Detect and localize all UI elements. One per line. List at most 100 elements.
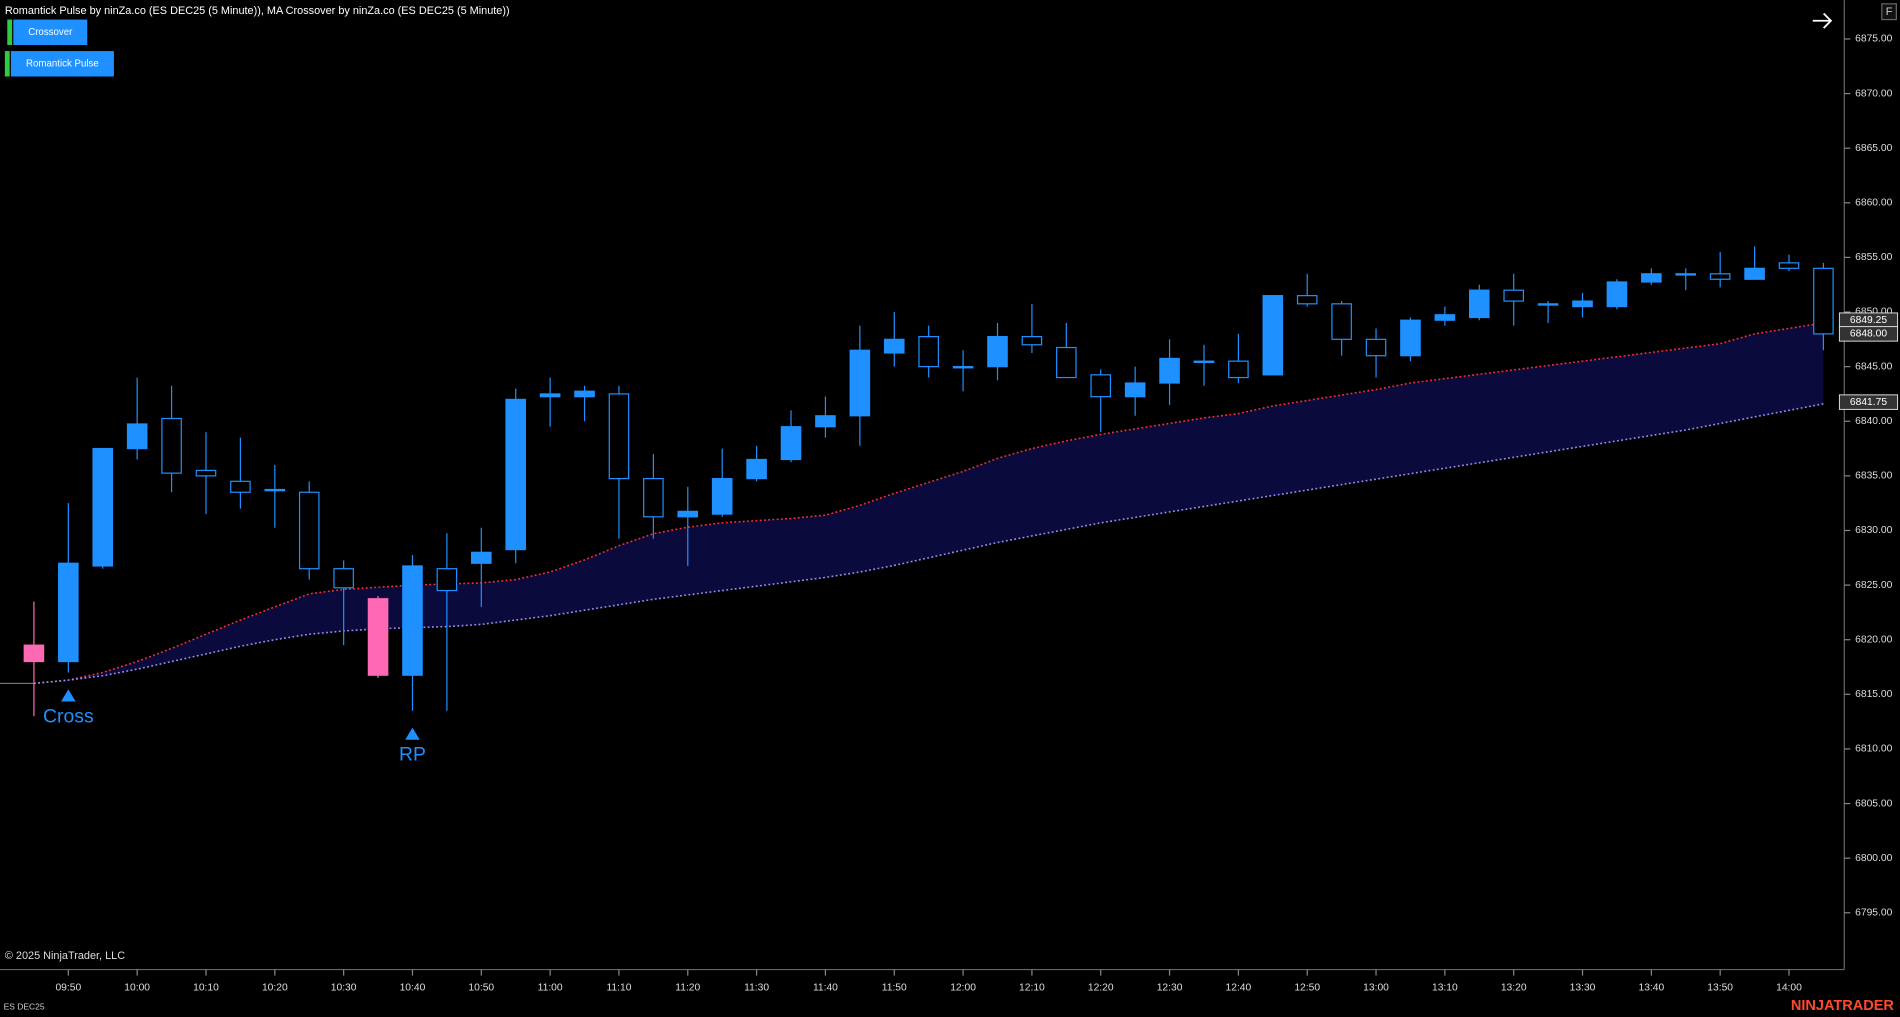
y-tick-label: 6865.00 [1855, 143, 1892, 154]
y-tick-label: 6835.00 [1855, 471, 1892, 482]
x-tick-label: 12:50 [1294, 982, 1320, 993]
candle-body [1572, 300, 1593, 308]
brand: NINJATRADER [1791, 998, 1895, 1014]
y-tick-label: 6860.00 [1855, 198, 1892, 209]
candle-body [952, 366, 974, 369]
x-tick-label: 11:50 [882, 982, 907, 993]
button-label[interactable]: Crossover [28, 27, 73, 38]
candle-body [471, 551, 492, 564]
signal-arrow [405, 727, 420, 740]
candle-body [298, 491, 320, 570]
price-marker-label: 6841.75 [1850, 397, 1887, 408]
candle-body [230, 480, 251, 493]
candle-body [402, 565, 423, 676]
candle-body [1778, 262, 1800, 269]
candle-body [1193, 360, 1215, 363]
x-tick-label: 11:00 [538, 982, 563, 993]
y-tick-label: 6815.00 [1855, 689, 1892, 700]
candle-body [1021, 335, 1043, 346]
y-tick-label: 6840.00 [1855, 416, 1892, 427]
candle-body [574, 390, 595, 398]
button-label[interactable]: Romantick Pulse [26, 58, 99, 69]
corner-button[interactable]: F [1881, 3, 1897, 21]
candle-body [1262, 295, 1284, 376]
candle-body [780, 426, 802, 461]
y-tick-label: 6870.00 [1855, 88, 1892, 99]
y-tick-label: 6805.00 [1855, 798, 1892, 809]
candle-body [849, 349, 871, 417]
x-tick-label: 10:50 [468, 982, 494, 993]
candle-body [1296, 295, 1318, 305]
y-tick-label: 6850.00 [1855, 307, 1892, 318]
candle-body [987, 335, 1008, 368]
candle-body [1124, 382, 1146, 398]
price-marker-label: 6848.00 [1850, 329, 1887, 340]
crossover-button[interactable]: Crossover [7, 19, 88, 46]
candle-body [1434, 314, 1456, 321]
signal-label: Cross [43, 705, 94, 727]
x-tick-label: 10:10 [193, 982, 219, 993]
candle-body [1744, 267, 1765, 280]
candle-body [1468, 289, 1490, 319]
signal-arrow [61, 689, 76, 702]
candle-body [92, 447, 114, 567]
candle-body [1365, 338, 1387, 357]
x-tick-label: 10:00 [124, 982, 150, 993]
corner-button-label[interactable]: F [1886, 6, 1893, 18]
x-tick-label: 12:40 [1226, 982, 1252, 993]
candle-body [161, 417, 182, 474]
candle-body [126, 423, 148, 450]
x-tick-label: 13:00 [1363, 982, 1389, 993]
x-tick-label: 11:40 [813, 982, 838, 993]
y-tick-label: 6830.00 [1855, 525, 1892, 536]
candle-body [1537, 303, 1559, 306]
moving-average [33, 402, 1824, 685]
scroll-arrow[interactable] [1812, 12, 1833, 29]
x-tick-label: 13:10 [1432, 982, 1458, 993]
candle-body [1606, 281, 1628, 308]
candle-body [1641, 273, 1662, 283]
y-tick-label: 6820.00 [1855, 634, 1892, 645]
x-tick-label: 13:50 [1707, 982, 1733, 993]
instrument-label: ES DEC25 [4, 1001, 45, 1011]
price-marker [1838, 326, 1899, 342]
x-tick-label: 13:20 [1501, 982, 1527, 993]
romantick-pulse-button[interactable]: Romantick Pulse [4, 51, 114, 77]
x-tick-label: 13:40 [1638, 982, 1664, 993]
candle-body [264, 488, 286, 492]
candle-body [367, 598, 389, 676]
candle-body [1159, 357, 1180, 384]
candle-body [608, 393, 630, 480]
y-tick-label: 6795.00 [1855, 907, 1892, 918]
candle-body [436, 568, 458, 592]
candle-body [677, 510, 699, 518]
candle-body [643, 477, 664, 518]
price-marker-label: 6849.25 [1850, 315, 1887, 326]
candle-body [1056, 346, 1077, 379]
price-marker [1838, 394, 1899, 410]
x-tick-label: 10:30 [331, 982, 357, 993]
x-tick-label: 10:40 [400, 982, 426, 993]
candle-body [333, 568, 354, 589]
y-tick-label: 6845.00 [1855, 361, 1892, 372]
candle-body [195, 469, 217, 477]
candle-body [1675, 273, 1697, 276]
candle-body [883, 338, 905, 354]
y-tick-label: 6810.00 [1855, 744, 1892, 755]
candle-body [1228, 360, 1249, 379]
candle-body [23, 644, 45, 663]
candle-body [1090, 374, 1112, 398]
x-tick-label: 11:20 [675, 982, 700, 993]
indicator-title: Romantick Pulse by ninZa.co (ES DEC25 (5… [5, 5, 510, 17]
candle-body [1709, 273, 1731, 280]
copyright: © 2025 NinjaTrader, LLC [5, 950, 125, 962]
signal-label: RP [399, 744, 426, 766]
candle-body [711, 477, 733, 515]
x-tick-label: 12:20 [1088, 982, 1114, 993]
candle-body [1331, 303, 1352, 340]
candle-body [1400, 319, 1421, 357]
candle-body [815, 415, 836, 428]
candle-body [1503, 289, 1524, 302]
